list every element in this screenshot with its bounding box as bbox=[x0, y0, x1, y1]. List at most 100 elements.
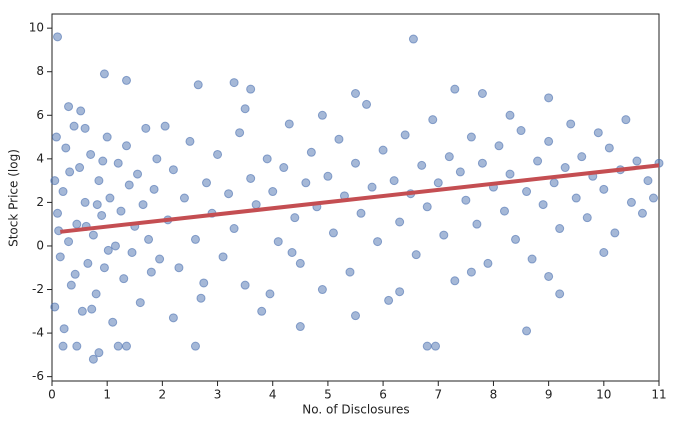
point bbox=[450, 276, 460, 286]
point bbox=[53, 32, 63, 42]
point bbox=[121, 141, 131, 151]
point bbox=[395, 217, 405, 227]
point bbox=[235, 128, 245, 138]
point bbox=[279, 163, 289, 173]
y-tick-label: -4 bbox=[32, 326, 44, 340]
x-tick-label: 8 bbox=[490, 388, 498, 402]
point bbox=[246, 84, 256, 94]
point bbox=[295, 322, 305, 332]
x-tick-label: 0 bbox=[48, 388, 56, 402]
x-tick-label: 6 bbox=[379, 388, 387, 402]
point bbox=[88, 230, 98, 240]
point bbox=[295, 258, 305, 268]
point bbox=[621, 115, 631, 125]
y-tick-label: 4 bbox=[36, 151, 44, 165]
point bbox=[146, 267, 156, 277]
point bbox=[599, 247, 609, 257]
point bbox=[268, 187, 278, 197]
point bbox=[135, 298, 145, 308]
point bbox=[50, 302, 60, 312]
point bbox=[632, 156, 642, 166]
point bbox=[328, 228, 338, 238]
point bbox=[218, 252, 228, 262]
point bbox=[83, 258, 93, 268]
point bbox=[94, 176, 104, 186]
x-tick-label: 1 bbox=[103, 388, 111, 402]
point bbox=[505, 169, 515, 179]
point bbox=[439, 230, 449, 240]
x-tick-label: 2 bbox=[159, 388, 167, 402]
point bbox=[64, 237, 74, 247]
point bbox=[149, 184, 159, 194]
point bbox=[499, 206, 509, 216]
point bbox=[224, 189, 234, 199]
point bbox=[152, 154, 162, 164]
point bbox=[240, 104, 250, 114]
x-tick-label: 9 bbox=[545, 388, 553, 402]
point bbox=[110, 241, 120, 251]
x-tick-label: 5 bbox=[324, 388, 332, 402]
point bbox=[103, 245, 113, 255]
point bbox=[59, 324, 69, 334]
x-tick-label: 10 bbox=[596, 388, 611, 402]
point bbox=[265, 289, 275, 299]
point bbox=[58, 187, 68, 197]
point bbox=[582, 213, 592, 223]
point bbox=[98, 156, 108, 166]
point bbox=[477, 158, 487, 168]
point bbox=[626, 197, 636, 207]
point bbox=[577, 152, 587, 162]
point bbox=[306, 147, 316, 157]
point bbox=[199, 278, 209, 288]
point bbox=[124, 180, 134, 190]
point bbox=[251, 200, 261, 210]
point bbox=[80, 197, 90, 207]
point bbox=[50, 176, 60, 186]
point bbox=[70, 269, 80, 279]
point bbox=[351, 311, 360, 321]
point bbox=[290, 213, 300, 223]
point bbox=[593, 128, 603, 138]
point bbox=[599, 184, 609, 194]
point bbox=[334, 134, 344, 144]
plot-frame bbox=[51, 13, 660, 382]
point bbox=[461, 195, 471, 205]
point bbox=[64, 102, 74, 112]
point bbox=[72, 341, 82, 351]
point bbox=[356, 208, 366, 218]
point bbox=[76, 106, 86, 116]
point bbox=[94, 348, 104, 358]
point bbox=[472, 219, 482, 229]
point bbox=[155, 254, 165, 264]
point bbox=[121, 341, 131, 351]
point bbox=[511, 234, 521, 244]
point bbox=[301, 178, 311, 188]
point bbox=[555, 224, 565, 234]
point bbox=[466, 132, 476, 142]
point bbox=[505, 110, 515, 120]
point bbox=[566, 119, 576, 129]
point bbox=[88, 354, 98, 364]
point bbox=[87, 304, 97, 314]
point bbox=[428, 115, 438, 125]
point bbox=[431, 341, 441, 351]
point bbox=[384, 295, 394, 305]
y-tick-label: 0 bbox=[36, 238, 44, 252]
x-tick-label: 7 bbox=[434, 388, 442, 402]
point bbox=[389, 176, 399, 186]
point bbox=[408, 34, 418, 44]
point bbox=[202, 178, 212, 188]
point bbox=[133, 169, 143, 179]
point bbox=[648, 193, 658, 203]
y-tick-label: 6 bbox=[36, 108, 44, 122]
point bbox=[138, 200, 148, 210]
point bbox=[516, 126, 526, 136]
point bbox=[97, 210, 107, 220]
point bbox=[127, 247, 137, 257]
point bbox=[444, 152, 454, 162]
point bbox=[555, 289, 565, 299]
point bbox=[160, 121, 170, 131]
point bbox=[417, 160, 427, 170]
point bbox=[483, 258, 493, 268]
